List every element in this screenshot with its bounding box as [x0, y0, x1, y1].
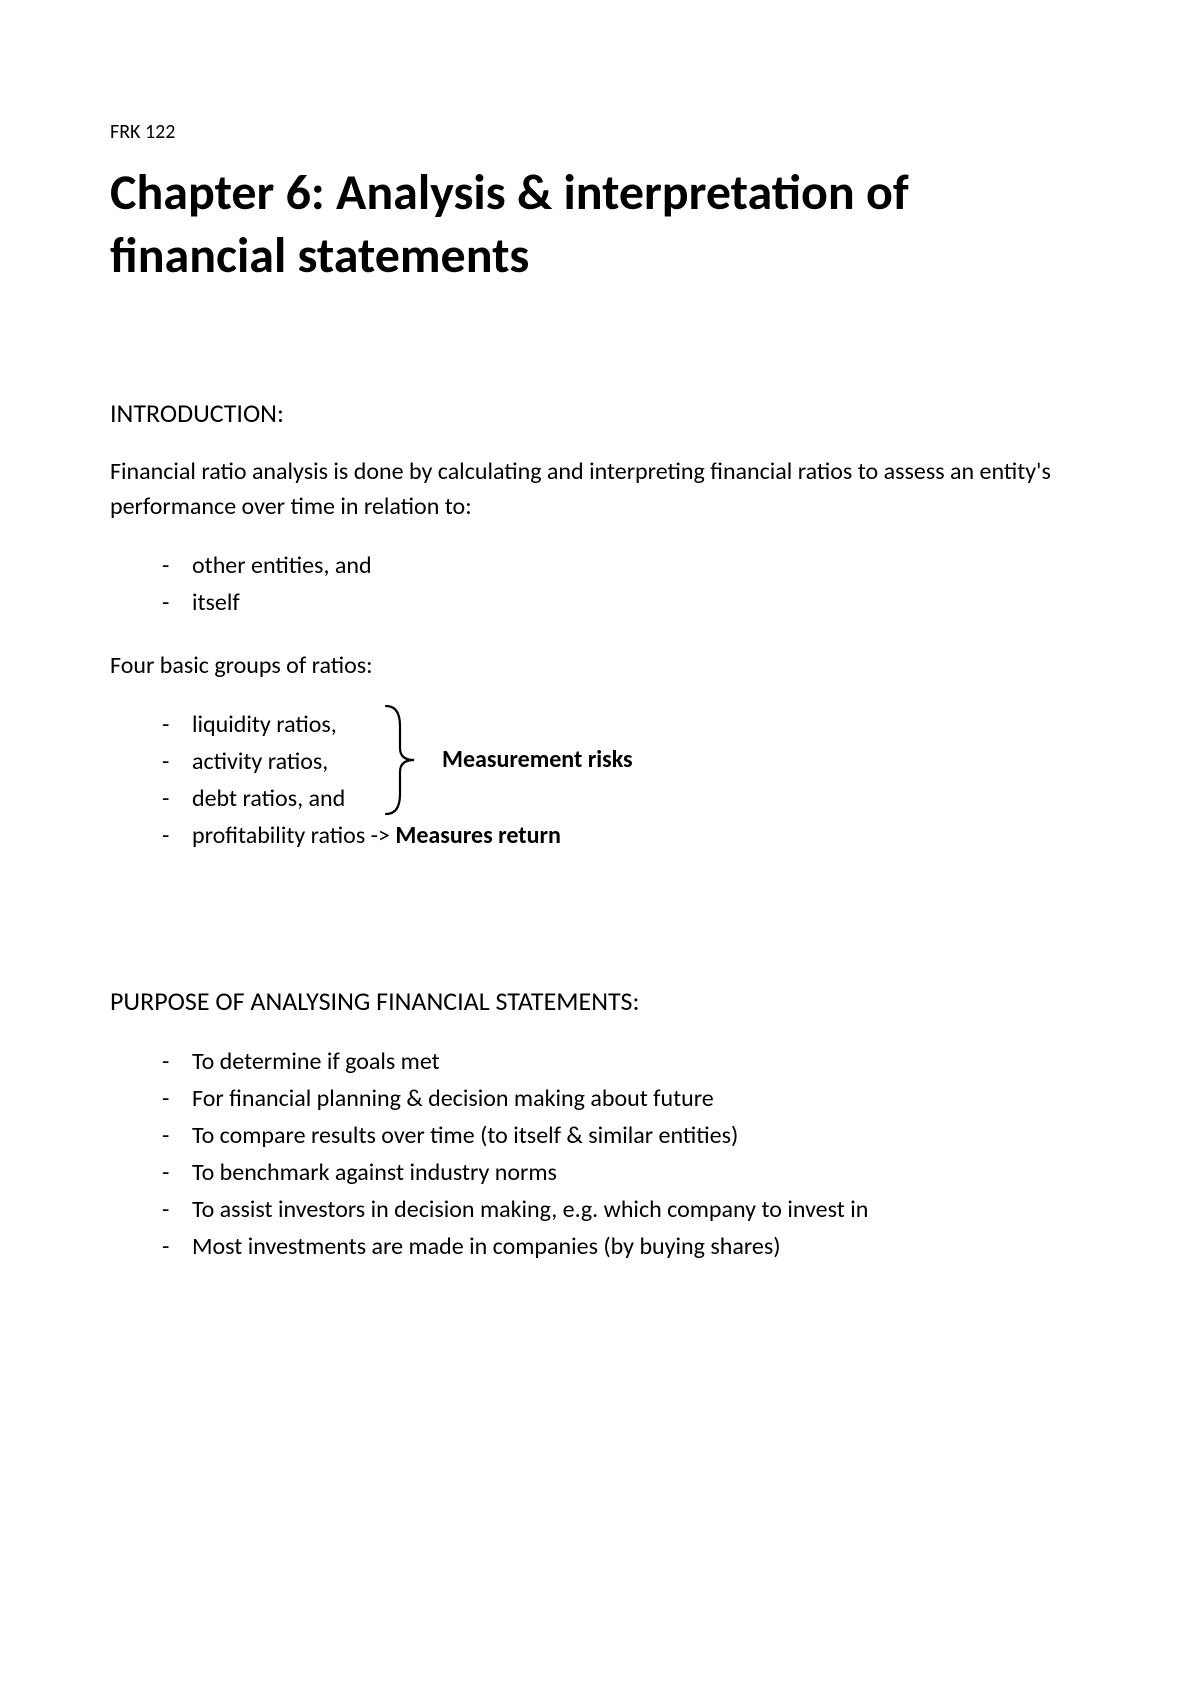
groups-label: Four basic groups of ratios:	[110, 649, 1090, 684]
list-item: To assist investors in decision making, …	[162, 1191, 1090, 1228]
intro-paragraph: Financial ratio analysis is done by calc…	[110, 455, 1090, 525]
relation-list: other entities, and itself	[110, 547, 1090, 621]
chapter-title: Chapter 6: Analysis & interpretation of …	[110, 162, 1090, 287]
profitability-prefix: profitability ratios ->	[192, 821, 395, 850]
brace-annotation: Measurement risks	[380, 702, 633, 818]
list-item: Most investments are made in companies (…	[162, 1228, 1090, 1265]
list-item: itself	[162, 584, 1090, 621]
list-item: profitability ratios -> Measures return	[162, 817, 1090, 854]
purpose-list: To determine if goals met For financial …	[110, 1043, 1090, 1266]
document-page: FRK 122 Chapter 6: Analysis & interpreta…	[0, 0, 1200, 1266]
curly-brace-icon	[380, 702, 420, 818]
list-item: other entities, and	[162, 547, 1090, 584]
ratio-groups-block: liquidity ratios, activity ratios, debt …	[110, 706, 1090, 855]
list-item: For financial planning & decision making…	[162, 1080, 1090, 1117]
section-heading-introduction: INTRODUCTION:	[110, 397, 1090, 429]
list-item: To compare results over time (to itself …	[162, 1117, 1090, 1154]
course-code: FRK 122	[110, 120, 1090, 144]
section-heading-purpose: PURPOSE OF ANALYSING FINANCIAL STATEMENT…	[110, 985, 1090, 1017]
measurement-risks-label: Measurement risks	[442, 745, 633, 774]
list-item: To benchmark against industry norms	[162, 1154, 1090, 1191]
list-item: To determine if goals met	[162, 1043, 1090, 1080]
measures-return-label: Measures return	[395, 821, 561, 850]
